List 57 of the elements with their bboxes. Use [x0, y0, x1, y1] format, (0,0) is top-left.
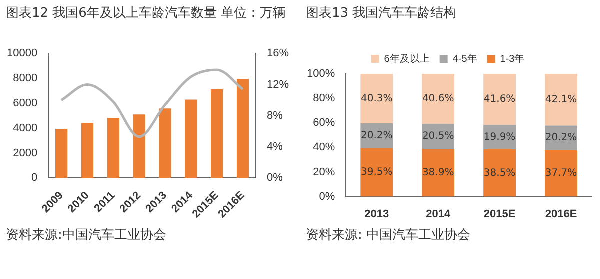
bar	[211, 89, 224, 178]
bar	[484, 74, 516, 126]
y-tick-label: 6000	[13, 97, 38, 110]
y-tick-label: 0	[31, 172, 38, 184]
legend-label: 6年及以上	[384, 52, 430, 65]
data-label: 37.7%	[545, 168, 578, 180]
bar	[81, 123, 94, 178]
y-tick-label: 0%	[319, 190, 336, 203]
y-tick-label: 4000	[13, 122, 38, 134]
bar	[545, 74, 578, 126]
data-label: 19.9%	[484, 132, 516, 143]
y-tick-label: 40%	[313, 142, 336, 154]
y-tick-label: 2000	[13, 147, 38, 160]
text: 资料来源:中国汽车工业协会	[5, 227, 168, 245]
y-tick-label: 100%	[306, 68, 336, 80]
bar	[545, 150, 578, 197]
data-label: 41.6%	[484, 94, 516, 106]
bar	[185, 100, 198, 178]
data-label: 20.5%	[422, 131, 454, 142]
y-tick-label: 8000	[13, 72, 38, 85]
data-label: 39.5%	[360, 167, 393, 178]
y-tick-label: 80%	[313, 92, 336, 105]
y-tick-label: 60%	[313, 117, 336, 130]
y2-tick-label: 8%	[266, 110, 284, 122]
data-label: 20.2%	[360, 130, 393, 142]
data-label: 20.2%	[545, 132, 578, 144]
bar	[360, 148, 394, 197]
data-label: 38.5%	[484, 168, 516, 179]
chart-title: 图表12 我国6年及以上车龄汽车数量 单位：万辆	[5, 5, 288, 23]
y-tick-label: 20%	[313, 166, 336, 178]
bar	[107, 118, 120, 178]
data-label: 38.9%	[422, 168, 454, 179]
y-tick-label: 10000	[6, 48, 38, 60]
bar	[422, 74, 455, 124]
data-label: 42.1%	[545, 94, 578, 106]
data-label: 40.3%	[360, 93, 393, 104]
line-series	[60, 68, 244, 138]
legend-label: 4-5年	[452, 52, 478, 65]
bar	[55, 128, 68, 178]
bar	[360, 74, 394, 124]
x-tick-label: 2013	[364, 208, 390, 220]
bar	[236, 79, 250, 178]
bar	[484, 150, 516, 197]
x-tick-label: 2015E	[484, 208, 516, 220]
text: 资料来源: 中国汽车工业协会	[305, 227, 472, 245]
y2-tick-label: 4%	[266, 141, 284, 154]
y2-tick-label: 12%	[266, 78, 290, 91]
x-tick-label: 2016E	[545, 208, 578, 220]
bar	[133, 114, 146, 178]
bar	[159, 108, 172, 178]
y2-tick-label: 16%	[266, 48, 290, 60]
data-label: 40.6%	[422, 94, 454, 105]
bar	[422, 149, 455, 197]
y2-tick-label: 0%	[266, 172, 284, 184]
chart-title: 图表13 我国汽车车龄结构	[305, 5, 458, 23]
x-tick-label: 2014	[426, 208, 452, 220]
legend-label: 1-3年	[500, 52, 525, 65]
